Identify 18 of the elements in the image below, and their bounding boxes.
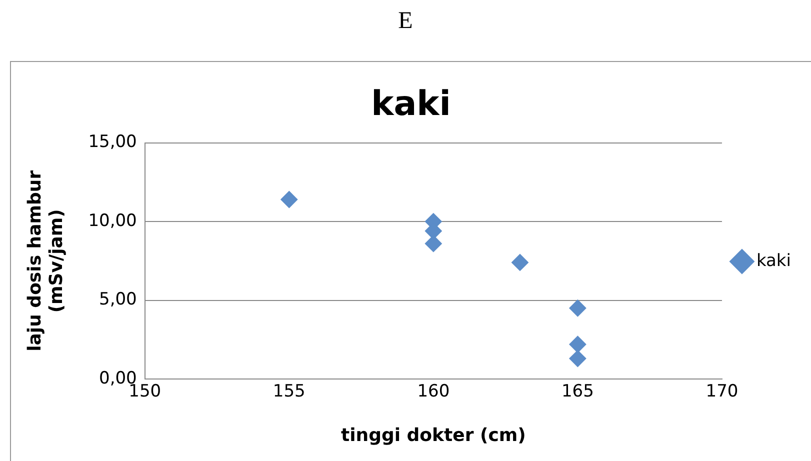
y-tick-label: 10,00 (88, 210, 137, 231)
legend-label: kaki (756, 250, 791, 271)
point (511, 254, 528, 271)
x-tick-label: 160 (417, 382, 450, 402)
y-axis-title: laju dosis hambur (mSv/jam) (24, 170, 68, 352)
point (569, 300, 586, 317)
x-tick-label: 165 (561, 382, 594, 402)
chart-title: kaki (371, 84, 451, 124)
text: E (397, 8, 414, 35)
point (424, 235, 442, 252)
point (569, 350, 586, 368)
y-tick-label: 5,00 (99, 290, 137, 310)
x-tick-label: 170 (706, 382, 738, 402)
point (280, 190, 298, 208)
y-tick-label: 15,00 (88, 132, 137, 152)
x-tick-label: 155 (272, 382, 306, 402)
point (569, 336, 586, 353)
x-axis-title: tinggi dokter (cm) (340, 424, 526, 446)
